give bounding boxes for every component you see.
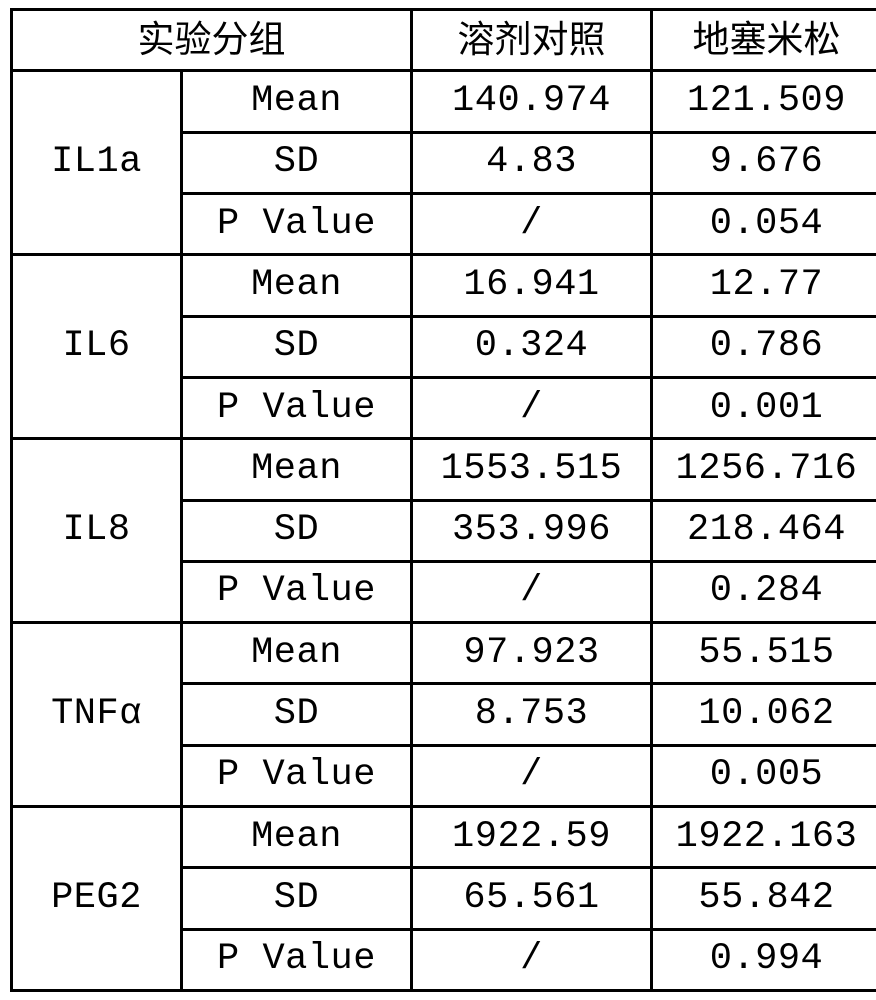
cell: / [412,193,652,254]
stat-label-mean: Mean [182,439,412,500]
cell: 55.515 [652,623,876,684]
stat-label-p: P Value [182,193,412,254]
row-name: IL8 [12,439,182,623]
stat-label-mean: Mean [182,255,412,316]
cell: 4.83 [412,132,652,193]
cell: 12.77 [652,255,876,316]
cell: / [412,929,652,990]
cell: 10.062 [652,684,876,745]
header-group: 实验分组 [12,10,412,71]
cell: 16.941 [412,255,652,316]
stat-label-sd: SD [182,316,412,377]
cell: 1256.716 [652,439,876,500]
cell: 140.974 [412,71,652,132]
table-header-row: 实验分组 溶剂对照 地塞米松 [12,10,876,71]
cell: 1922.163 [652,807,876,868]
cell: 9.676 [652,132,876,193]
cell: 353.996 [412,500,652,561]
row-name: TNFα [12,623,182,807]
header-dex: 地塞米松 [652,10,876,71]
cell: 121.509 [652,71,876,132]
stat-label-p: P Value [182,561,412,622]
cell: 0.994 [652,929,876,990]
table-row: IL6 Mean 16.941 12.77 [12,255,876,316]
stat-label-p: P Value [182,745,412,806]
row-name: IL6 [12,255,182,439]
cell: 8.753 [412,684,652,745]
cell: / [412,561,652,622]
stat-label-sd: SD [182,500,412,561]
cell: 0.001 [652,377,876,438]
cell: 65.561 [412,868,652,929]
stat-label-p: P Value [182,377,412,438]
cell: 218.464 [652,500,876,561]
cell: 0.284 [652,561,876,622]
stat-label-sd: SD [182,868,412,929]
experiment-table: 实验分组 溶剂对照 地塞米松 IL1a Mean 140.974 121.509… [10,8,876,992]
stat-label-sd: SD [182,684,412,745]
table-row: IL1a Mean 140.974 121.509 [12,71,876,132]
stat-label-p: P Value [182,929,412,990]
cell: 55.842 [652,868,876,929]
cell: 1553.515 [412,439,652,500]
row-name: PEG2 [12,807,182,991]
row-name: IL1a [12,71,182,255]
table-row: PEG2 Mean 1922.59 1922.163 [12,807,876,868]
cell: 0.005 [652,745,876,806]
stat-label-mean: Mean [182,807,412,868]
cell: 0.054 [652,193,876,254]
cell: / [412,745,652,806]
table-row: IL8 Mean 1553.515 1256.716 [12,439,876,500]
table-row: TNFα Mean 97.923 55.515 [12,623,876,684]
stat-label-sd: SD [182,132,412,193]
stat-label-mean: Mean [182,623,412,684]
cell: 97.923 [412,623,652,684]
cell: 0.786 [652,316,876,377]
stat-label-mean: Mean [182,71,412,132]
header-control: 溶剂对照 [412,10,652,71]
cell: / [412,377,652,438]
cell: 1922.59 [412,807,652,868]
cell: 0.324 [412,316,652,377]
